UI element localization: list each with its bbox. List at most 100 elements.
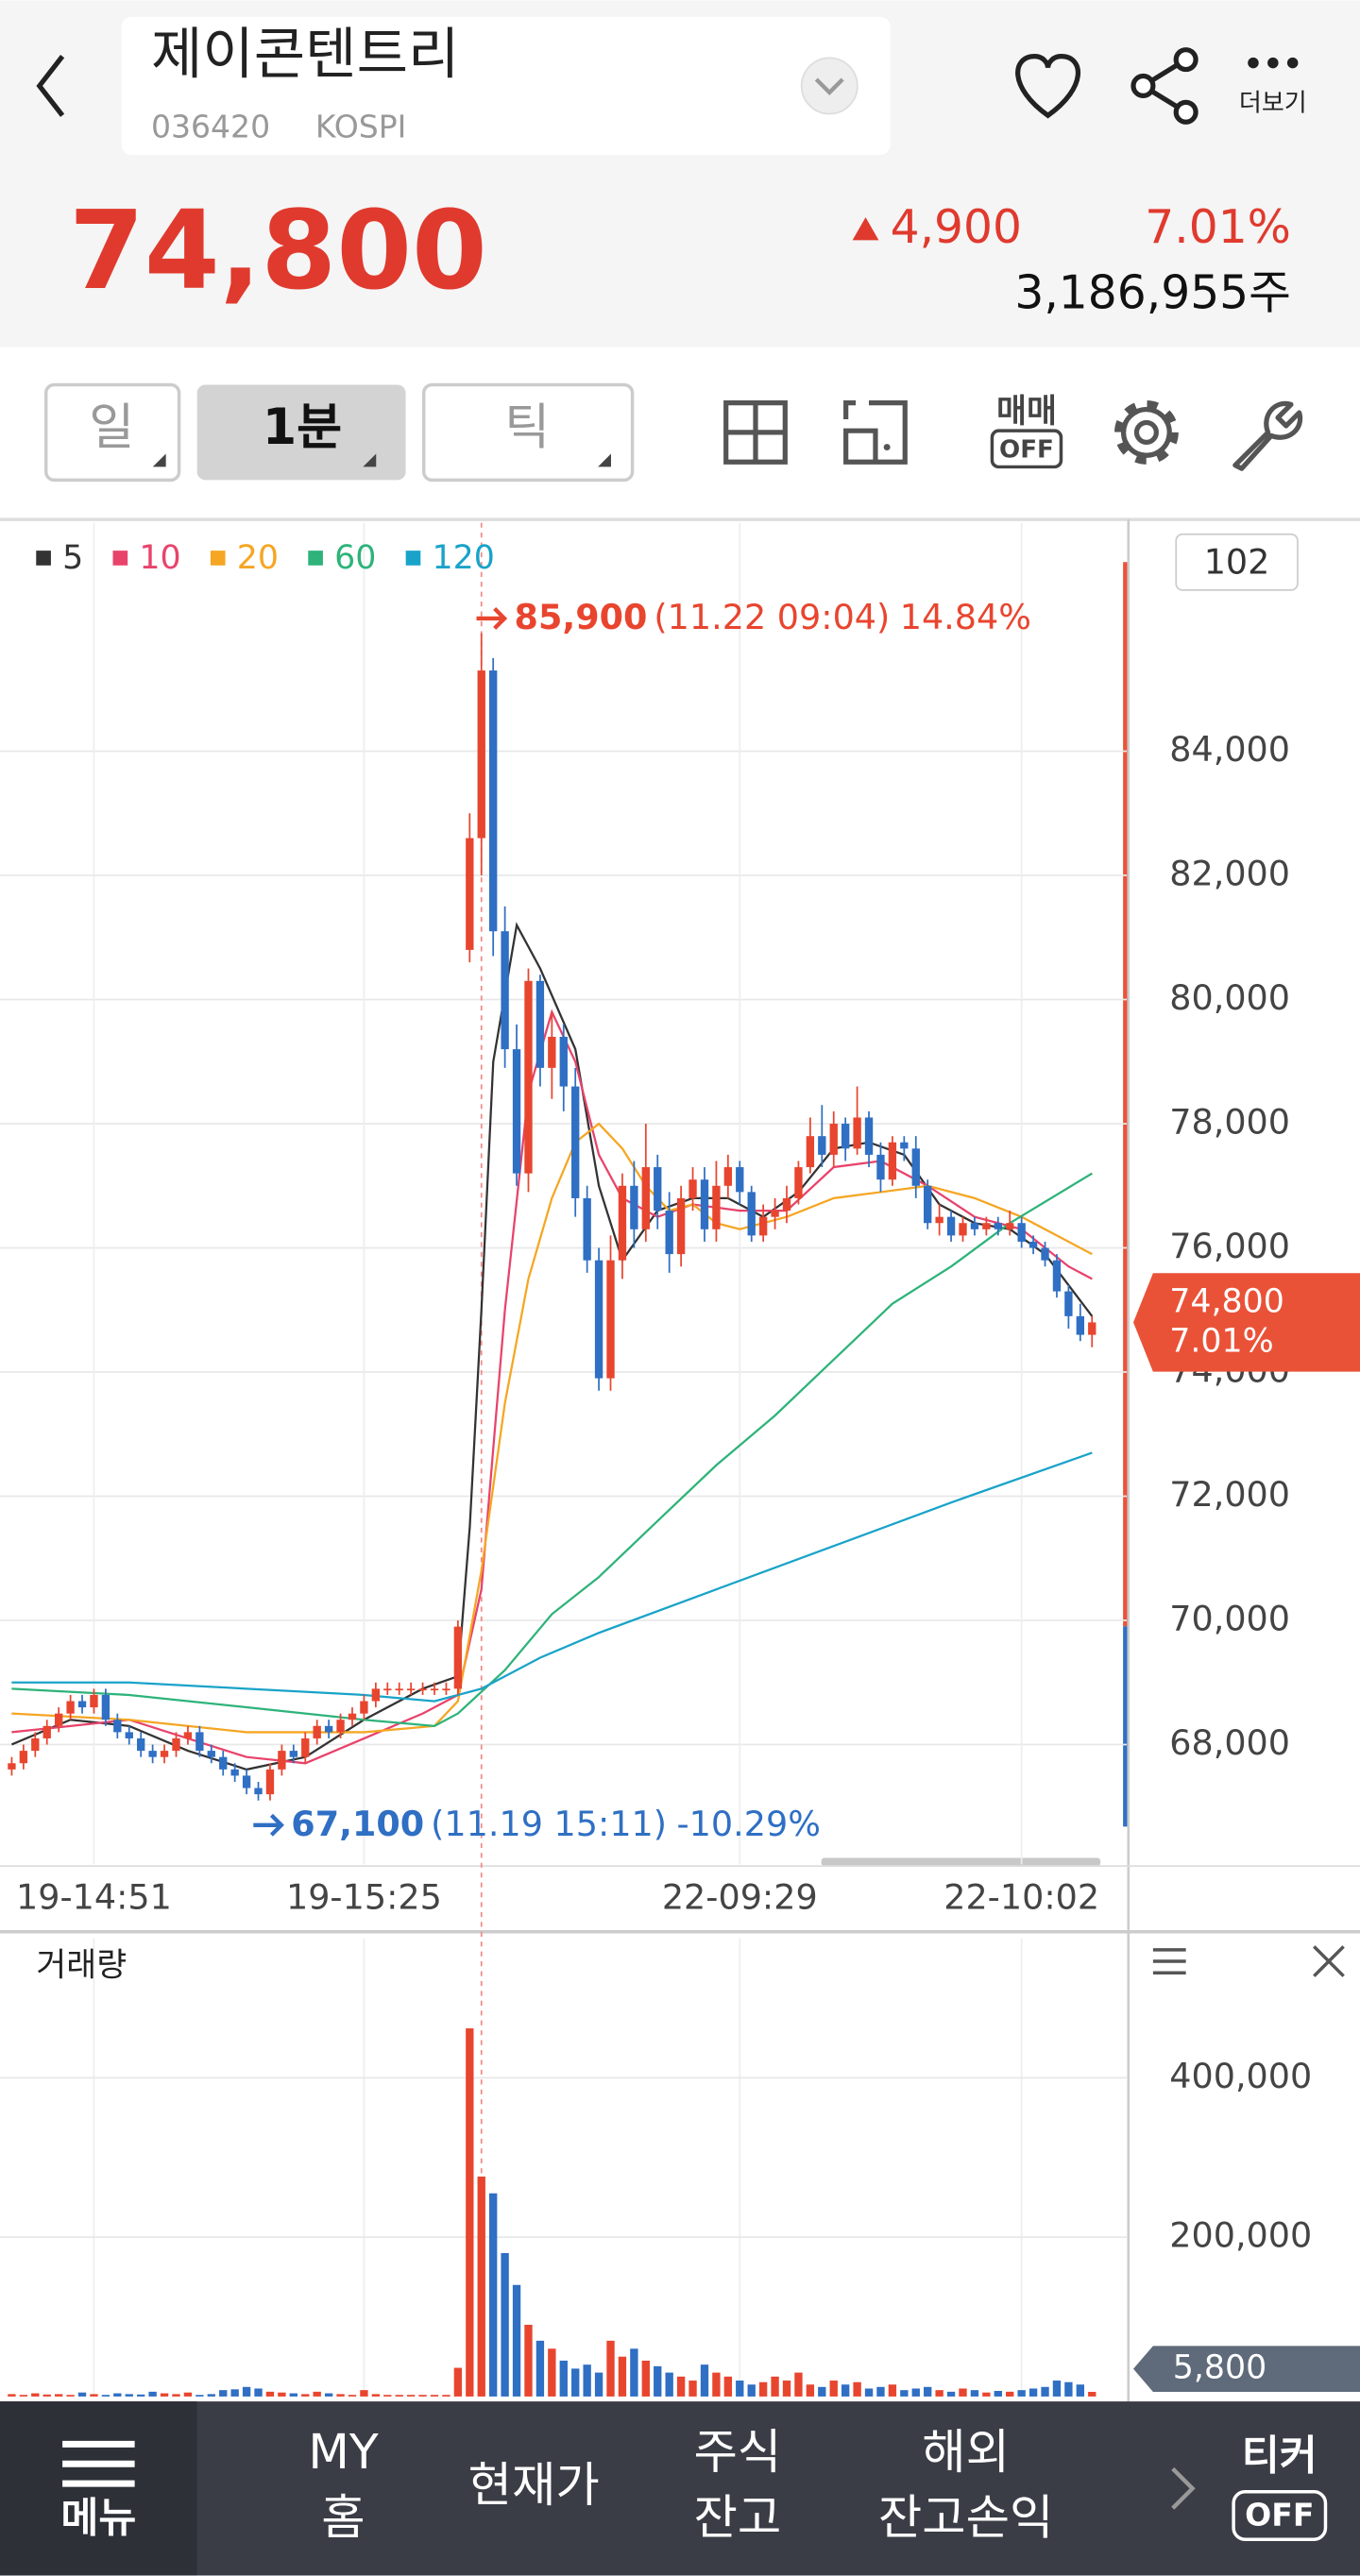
period-button[interactable]	[43, 382, 181, 483]
volume-bar	[348, 2395, 357, 2397]
x-tick-label: 22-09:29	[662, 1876, 818, 1917]
layout-split-icon[interactable]	[843, 399, 908, 465]
more-button[interactable]: 더보기	[1239, 90, 1307, 118]
volume-bar	[548, 2348, 556, 2397]
period-label: 일	[89, 399, 134, 456]
annotation-arrow	[253, 1813, 284, 1837]
volume-bar	[1064, 2381, 1073, 2397]
candle-body	[794, 1167, 803, 1198]
candle-body	[536, 980, 545, 1068]
share-node	[1173, 99, 1198, 125]
count-box[interactable]	[1175, 533, 1299, 591]
candle-body	[853, 1117, 861, 1149]
tick-button[interactable]	[421, 382, 635, 483]
volume-bar	[360, 2390, 368, 2397]
y-tick-label: 200,000	[1169, 2215, 1312, 2256]
candle-body	[758, 1216, 768, 1236]
volume-menu[interactable]	[1152, 1948, 1186, 1974]
dropdown-marker	[152, 453, 166, 467]
annotation-time: (11.22 09:04)	[654, 596, 890, 636]
nav-item[interactable]: 해외	[922, 2424, 1010, 2480]
candle-body	[641, 1167, 650, 1229]
annotation: 67,100 (11.19 15:11) -10.29%	[291, 1803, 821, 1843]
volume-bar	[594, 2372, 604, 2397]
candle-body	[594, 1260, 604, 1379]
layout-grid-icon[interactable]	[723, 399, 788, 465]
volume-close[interactable]	[1313, 1945, 1345, 1977]
nav-item[interactable]: 잔고손익	[878, 2490, 1054, 2546]
current-price-label: 74,800	[1169, 1283, 1284, 1321]
candle-body	[137, 1737, 145, 1752]
trade-state: OFF	[999, 436, 1054, 465]
favorite-button[interactable]	[1015, 54, 1081, 119]
volume-bar	[501, 2253, 509, 2397]
candle-body	[360, 1701, 368, 1714]
candle-body	[982, 1223, 991, 1229]
volume-bar	[442, 2395, 450, 2397]
more-dot[interactable]	[1286, 57, 1299, 69]
candle-body	[289, 1751, 298, 1757]
search-box[interactable]	[121, 16, 891, 156]
volume-bar	[101, 2395, 110, 2397]
volume-bar	[512, 2284, 521, 2397]
nav-item[interactable]: 주식	[693, 2424, 781, 2480]
volume-bar	[876, 2386, 885, 2397]
candle-body	[313, 1725, 321, 1738]
nav-item[interactable]: 잔고	[693, 2490, 781, 2546]
trading-volume: 3,186,955주	[1014, 267, 1291, 320]
volume-bar	[688, 2381, 697, 2397]
candle-body	[688, 1179, 697, 1198]
share-node	[1173, 47, 1198, 73]
volume-bar	[418, 2395, 427, 2397]
candle-body	[782, 1197, 791, 1212]
more-dot[interactable]	[1248, 57, 1259, 69]
candle-body	[900, 1142, 909, 1149]
nav-item[interactable]: 홈	[321, 2490, 365, 2546]
candle-body	[219, 1756, 228, 1770]
volume-bar	[806, 2384, 815, 2397]
legend-label: 5	[62, 539, 83, 577]
volume-bar	[430, 2395, 439, 2397]
trade-label[interactable]: 매매	[996, 393, 1057, 431]
stock-name: 제이콘텐트리	[151, 22, 459, 87]
volume-bar	[794, 2372, 803, 2397]
volume-bar	[900, 2390, 909, 2397]
nav-item[interactable]: MY	[308, 2424, 379, 2480]
volume-bar	[888, 2384, 897, 2397]
y-tick-label: 76,000	[1169, 1226, 1290, 1266]
interval-button[interactable]	[196, 384, 406, 481]
scrollbar[interactable]	[821, 1857, 1101, 1867]
candle-body	[665, 1211, 673, 1255]
ticker-label[interactable]: 티커	[1242, 2433, 1318, 2481]
interval-label: 1분	[263, 399, 342, 456]
moving-average-line	[10, 922, 1094, 1771]
candle-body	[113, 1720, 122, 1733]
candle-body	[324, 1725, 333, 1733]
settings-icon[interactable]	[1114, 399, 1179, 465]
volume-bar	[1028, 2388, 1038, 2397]
volume-bar	[712, 2372, 721, 2397]
volume-bar	[66, 2395, 75, 2397]
volume-bar	[148, 2391, 157, 2397]
y-tick-label: 84,000	[1169, 729, 1290, 770]
ticker-toggle[interactable]	[1232, 2490, 1328, 2541]
volume-bar	[736, 2381, 744, 2397]
menu-cell[interactable]	[0, 2401, 197, 2576]
back-button[interactable]	[36, 55, 65, 117]
menu-icon[interactable]	[62, 2440, 135, 2487]
candle-body	[818, 1136, 826, 1155]
annotation: 85,900 (11.22 09:04) 14.84%	[515, 596, 1031, 636]
candle-body	[970, 1223, 979, 1229]
nav-item[interactable]: 현재가	[468, 2457, 600, 2513]
nav-next[interactable]	[1171, 2466, 1196, 2510]
menu-label[interactable]: 메뉴	[60, 2496, 136, 2543]
candle-body	[31, 1737, 40, 1752]
tools-icon[interactable]	[1232, 400, 1303, 471]
legend-swatch	[210, 551, 226, 566]
trade-toggle[interactable]	[990, 429, 1063, 469]
dropdown-button[interactable]	[800, 57, 858, 115]
y-tick-label: 68,000	[1169, 1722, 1290, 1763]
candle-body	[477, 670, 485, 839]
more-dot[interactable]	[1267, 57, 1279, 69]
candle-body	[1006, 1223, 1014, 1229]
